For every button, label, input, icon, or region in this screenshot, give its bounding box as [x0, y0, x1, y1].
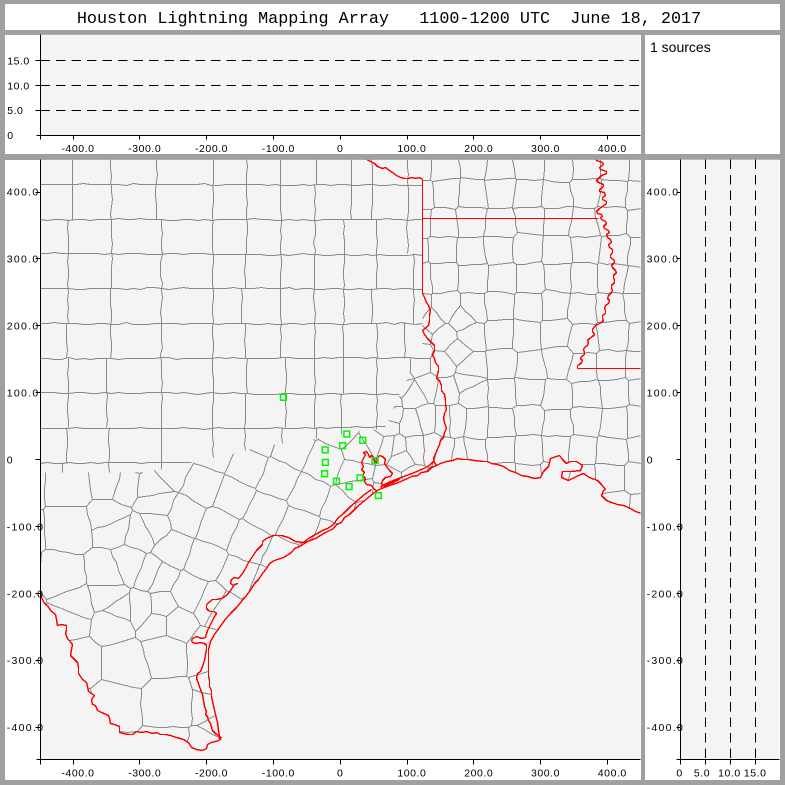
svg-text:15.0: 15.0	[7, 56, 30, 68]
svg-text:-100.0: -100.0	[262, 767, 295, 779]
svg-text:100.0: 100.0	[397, 143, 426, 155]
svg-text:-300.0: -300.0	[647, 655, 685, 667]
svg-text:5.0: 5.0	[7, 105, 23, 117]
svg-text:0: 0	[7, 454, 14, 466]
svg-text:200.0: 200.0	[7, 321, 40, 333]
svg-text:-400.0: -400.0	[61, 143, 94, 155]
svg-text:0: 0	[7, 130, 13, 142]
svg-text:300.0: 300.0	[647, 254, 680, 266]
svg-text:0: 0	[647, 454, 654, 466]
svg-text:-300.0: -300.0	[7, 655, 45, 667]
svg-text:0: 0	[337, 143, 343, 155]
svg-text:200.0: 200.0	[464, 143, 493, 155]
svg-text:400.0: 400.0	[598, 143, 627, 155]
svg-text:-200.0: -200.0	[195, 143, 228, 155]
svg-text:200.0: 200.0	[647, 321, 680, 333]
svg-text:100.0: 100.0	[397, 767, 426, 779]
svg-text:100.0: 100.0	[7, 388, 40, 400]
svg-text:0: 0	[676, 767, 682, 779]
svg-text:0: 0	[337, 767, 343, 779]
svg-text:15.0: 15.0	[744, 767, 767, 779]
svg-text:-100.0: -100.0	[647, 521, 685, 533]
svg-text:400.0: 400.0	[598, 767, 627, 779]
svg-text:-400.0: -400.0	[647, 722, 685, 734]
svg-text:-100.0: -100.0	[7, 521, 45, 533]
svg-text:-300.0: -300.0	[128, 767, 161, 779]
svg-text:-200.0: -200.0	[195, 767, 228, 779]
svg-text:400.0: 400.0	[7, 187, 40, 199]
svg-text:-400.0: -400.0	[7, 722, 45, 734]
svg-text:-200.0: -200.0	[647, 588, 685, 600]
svg-text:10.0: 10.0	[7, 80, 30, 92]
svg-text:100.0: 100.0	[647, 388, 680, 400]
svg-text:-400.0: -400.0	[61, 767, 94, 779]
svg-text:-300.0: -300.0	[128, 143, 161, 155]
svg-text:5.0: 5.0	[694, 767, 710, 779]
svg-text:-100.0: -100.0	[262, 143, 295, 155]
svg-text:300.0: 300.0	[531, 767, 560, 779]
svg-text:-200.0: -200.0	[7, 588, 45, 600]
svg-text:200.0: 200.0	[464, 767, 493, 779]
svg-text:300.0: 300.0	[531, 143, 560, 155]
svg-text:400.0: 400.0	[647, 187, 680, 199]
svg-text:10.0: 10.0	[718, 767, 741, 779]
svg-text:300.0: 300.0	[7, 254, 40, 266]
